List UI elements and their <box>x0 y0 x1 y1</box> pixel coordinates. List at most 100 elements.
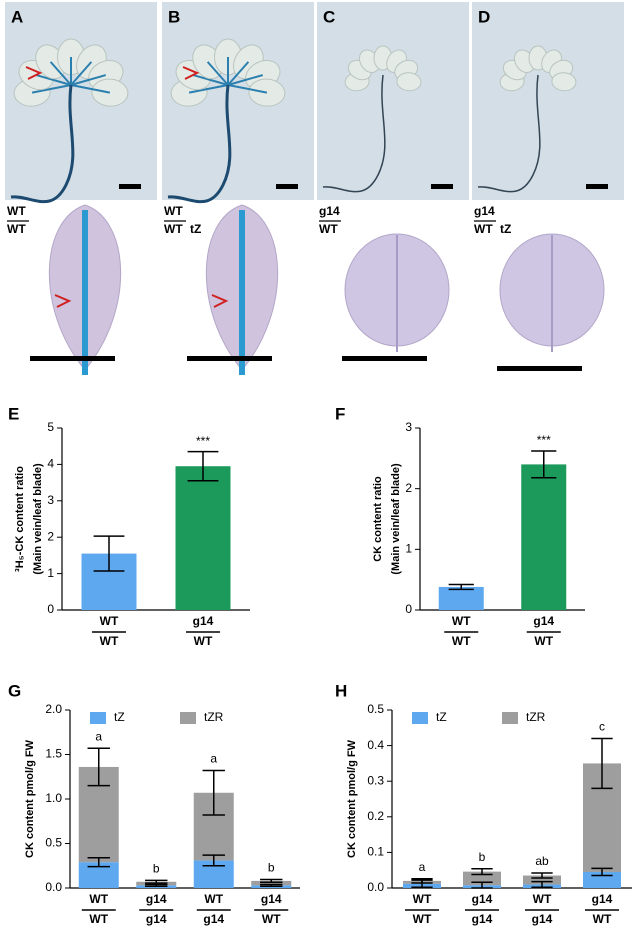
stained-vein <box>35 74 72 86</box>
treatment: tZ <box>190 222 201 236</box>
y-tick-label: 0.2 <box>367 809 384 823</box>
graft-scion: WT <box>164 204 183 218</box>
stained-vein <box>49 61 72 86</box>
y-tick-label: 0.3 <box>367 773 384 787</box>
stained-vein <box>70 61 93 86</box>
y-tick-label: 1 <box>405 542 412 556</box>
stained-vein <box>188 84 229 94</box>
x-tick-label: WT <box>413 912 432 926</box>
stained-vein <box>70 84 111 94</box>
graft-rootstock: WT <box>319 222 338 236</box>
y-tick-label: 1.0 <box>45 791 62 805</box>
error-bar <box>145 879 168 884</box>
panel-label: E <box>8 404 19 423</box>
photo-background <box>472 2 624 200</box>
y-axis-label: CK content pmol/g FW <box>346 739 358 858</box>
error-bar <box>471 868 493 876</box>
panel-label: G <box>8 681 21 700</box>
x-tick-label: g14 <box>193 614 214 628</box>
graft-rootstock: WT <box>164 222 183 236</box>
panel-label: A <box>11 7 23 26</box>
legend-label: tZ <box>114 710 125 724</box>
stained-vein <box>192 74 229 86</box>
group-letter: b <box>268 861 275 875</box>
error-bar <box>145 883 168 887</box>
group-letter: a <box>210 752 217 766</box>
bar-segment <box>251 880 292 886</box>
y-tick-label: 3 <box>405 420 412 434</box>
y-tick-label: 2 <box>405 481 412 495</box>
legend-swatch <box>502 712 518 724</box>
y-tick-label: 0.4 <box>367 738 384 752</box>
x-tick-label: g14 <box>532 912 553 926</box>
arrow <box>182 66 200 80</box>
x-tick-label: g14 <box>146 892 167 906</box>
error-bar <box>531 872 553 879</box>
significance: *** <box>196 434 210 448</box>
scale-bar <box>431 184 453 189</box>
leaf <box>396 72 422 92</box>
group-letter: b <box>479 850 486 864</box>
x-tick-label: g14 <box>533 614 554 628</box>
root <box>167 84 232 204</box>
scale-bar <box>30 356 115 361</box>
group-letter: b <box>153 862 160 876</box>
x-tick-label: WT <box>534 634 553 648</box>
x-tick-label: WT <box>413 892 432 906</box>
scale-bar <box>342 356 427 361</box>
root <box>322 74 386 193</box>
x-tick-label: WT <box>100 614 119 628</box>
bar-segment <box>523 875 561 885</box>
photo-background <box>317 2 469 200</box>
y-tick-label: 1 <box>47 566 54 580</box>
x-tick-label: g14 <box>146 912 167 926</box>
group-letter: a <box>419 860 426 874</box>
scale-bar <box>119 184 141 189</box>
y-axis-label: (Main vein/leaf blade) <box>390 463 402 575</box>
error-bar <box>202 854 225 867</box>
x-tick-label: g14 <box>472 892 493 906</box>
y-tick-label: 2.0 <box>45 702 62 716</box>
x-tick-label: g14 <box>592 892 613 906</box>
x-tick-label: WT <box>204 892 223 906</box>
error-bar <box>202 769 225 816</box>
arrow <box>211 294 229 308</box>
arrow <box>25 66 43 80</box>
group-letter: ab <box>535 854 549 868</box>
y-tick-label: 1.5 <box>45 747 62 761</box>
x-tick-label: g14 <box>261 892 282 906</box>
y-tick-label: 0 <box>47 602 54 616</box>
x-tick-label: WT <box>262 912 281 926</box>
y-tick-label: 0.5 <box>367 702 384 716</box>
y-tick-label: 0.5 <box>45 836 62 850</box>
graft-scion: WT <box>7 204 26 218</box>
y-tick-label: 0.0 <box>45 880 62 894</box>
error-bar <box>471 881 493 889</box>
scale-bar <box>276 184 298 189</box>
panel-label: C <box>323 7 335 26</box>
x-tick-label: WT <box>533 892 552 906</box>
stained-vein <box>227 74 264 86</box>
scale-bar <box>497 366 582 371</box>
panel-label: F <box>335 404 345 423</box>
legend-swatch <box>180 712 196 724</box>
error-bar <box>87 747 110 787</box>
bar <box>438 586 484 610</box>
legend-label: tZR <box>204 710 224 724</box>
y-tick-label: 0.1 <box>367 845 384 859</box>
y-tick-label: 4 <box>47 457 54 471</box>
x-tick-label: g14 <box>203 912 224 926</box>
treatment: tZ <box>500 222 511 236</box>
panel-label: H <box>335 681 347 700</box>
y-tick-label: 0.0 <box>367 880 384 894</box>
significance: *** <box>537 433 551 447</box>
y-axis-label: CK content ratio <box>372 476 384 562</box>
group-letter: c <box>599 720 605 734</box>
error-bar <box>260 878 283 883</box>
x-tick-label: g14 <box>472 912 493 926</box>
legend-swatch <box>90 712 106 724</box>
error-bar <box>87 856 110 868</box>
stained-vein <box>206 61 229 86</box>
root <box>477 74 541 193</box>
